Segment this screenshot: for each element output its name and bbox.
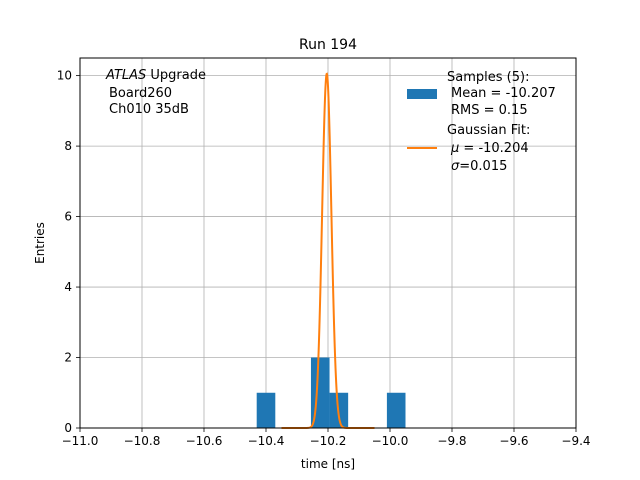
y-tick-label: 2 xyxy=(64,351,72,365)
legend-fit-mu: μ = -10.204 xyxy=(450,141,529,156)
sigma-value: =0.015 xyxy=(459,159,507,174)
y-tick-label: 0 xyxy=(64,421,72,435)
atlas-annotation-line3: Ch010 35dB xyxy=(109,102,189,117)
y-tick-label: 4 xyxy=(64,280,72,294)
histogram-bar xyxy=(386,392,406,428)
axis-ticks: −11.0 −10.8 −10.6 −10.4 −10.2 −10.0 −9.8 −9.6 −9… xyxy=(57,69,591,448)
legend: Samples (5): Mean = -10.207 RMS = 0.15 G… xyxy=(407,70,556,174)
y-tick-label: 8 xyxy=(64,139,72,153)
mu-value: = -10.204 xyxy=(459,141,528,156)
legend-samples-title: Samples (5): xyxy=(447,70,529,85)
legend-fit-title: Gaussian Fit: xyxy=(447,123,530,138)
legend-samples-swatch xyxy=(407,89,437,99)
x-tick-label: −10.8 xyxy=(124,434,161,448)
histogram-bar xyxy=(256,392,276,428)
legend-fit-sigma: σ=0.015 xyxy=(451,159,507,174)
mu-symbol: μ xyxy=(450,141,459,156)
chart-title: Run 194 xyxy=(299,37,357,53)
x-tick-label: −9.6 xyxy=(499,434,528,448)
x-tick-label: −11.0 xyxy=(62,434,99,448)
y-tick-label: 6 xyxy=(64,210,72,224)
x-tick-label: −10.4 xyxy=(248,434,285,448)
y-axis-label: Entries xyxy=(33,222,47,264)
x-tick-label: −10.6 xyxy=(186,434,223,448)
atlas-annotation-line2: Board260 xyxy=(109,86,172,101)
atlas-annotation-line1: ATLAS Upgrade xyxy=(105,68,206,83)
x-tick-label: −10.0 xyxy=(372,434,409,448)
sigma-symbol: σ xyxy=(451,159,460,174)
x-tick-label: −9.8 xyxy=(437,434,466,448)
legend-samples-rms: RMS = 0.15 xyxy=(451,103,528,118)
legend-samples-mean: Mean = -10.207 xyxy=(451,86,556,101)
x-tick-label: −10.2 xyxy=(310,434,347,448)
x-axis-label: time [ns] xyxy=(301,457,355,471)
histogram-bars xyxy=(256,357,406,428)
x-tick-label: −9.4 xyxy=(561,434,590,448)
atlas-label: ATLAS xyxy=(105,68,146,83)
grid-layer xyxy=(79,58,577,429)
y-tick-label: 10 xyxy=(57,69,72,83)
upgrade-label: Upgrade xyxy=(146,68,206,83)
